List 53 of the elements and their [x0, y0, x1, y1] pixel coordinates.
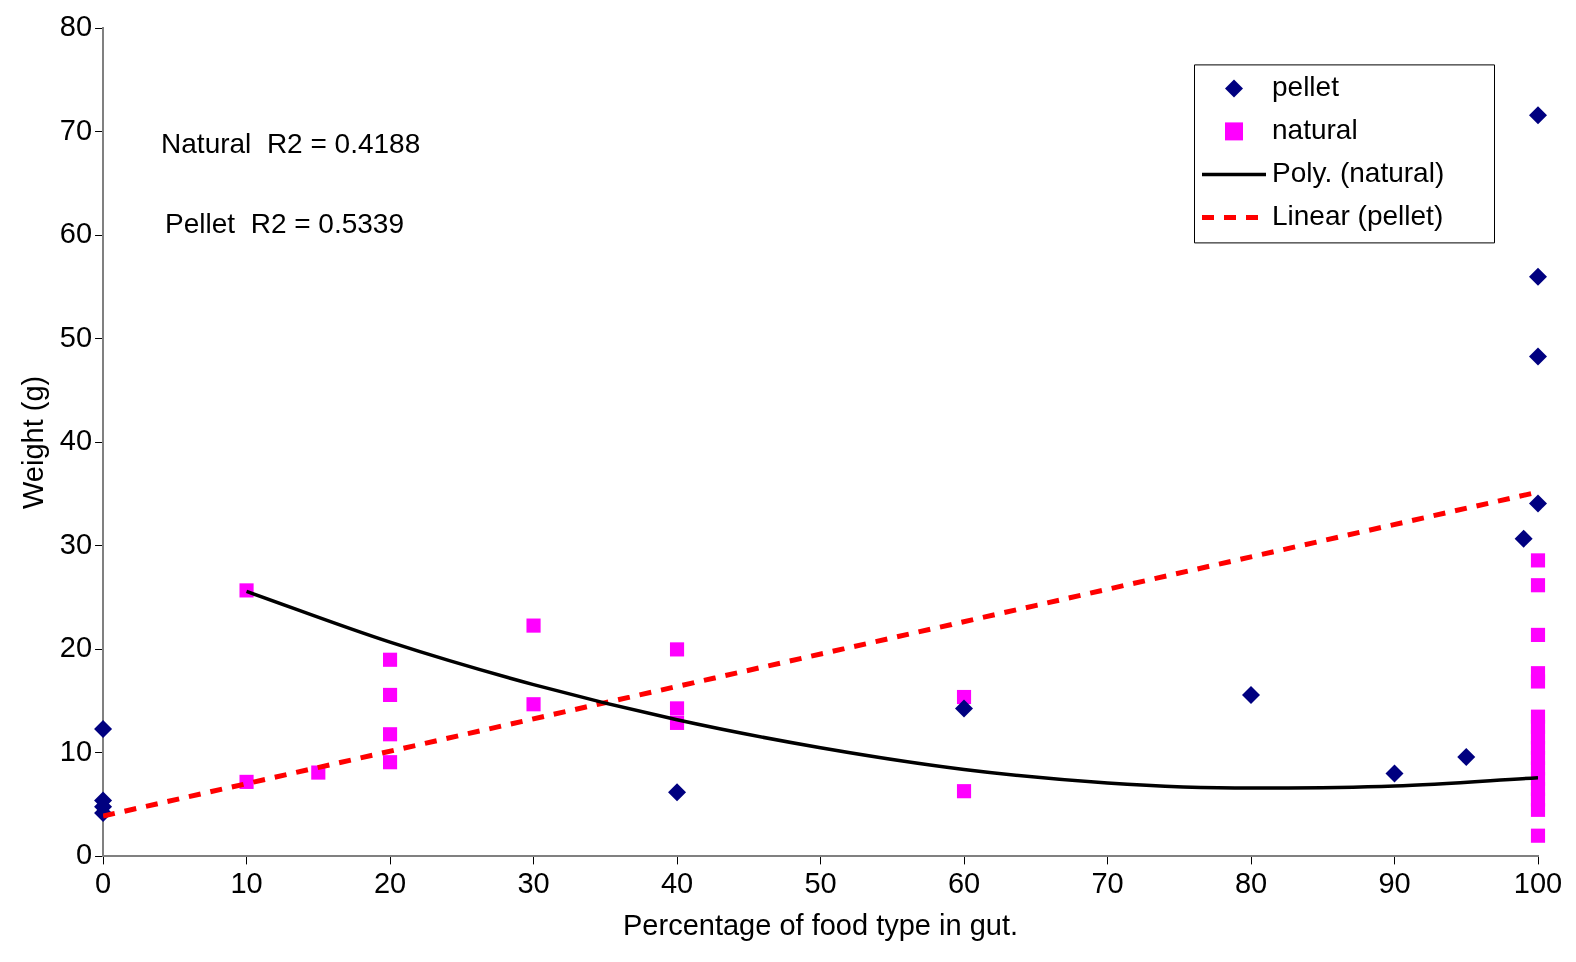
point — [1514, 529, 1533, 548]
point — [526, 618, 541, 633]
legend-label: pellet — [1272, 71, 1340, 103]
y-axis-title: Weight (g) — [17, 375, 50, 510]
legend-label: natural — [1272, 114, 1358, 146]
point — [382, 652, 398, 667]
point — [1530, 553, 1546, 568]
legend-label: Linear (pellet) — [1272, 200, 1444, 232]
point — [1529, 347, 1547, 366]
point — [669, 642, 685, 657]
x-axis-title: Percentage of food type in gut. — [623, 908, 1019, 941]
x-tick-label: 40 — [660, 866, 694, 899]
point — [94, 720, 113, 739]
x-tick-label: 70 — [1091, 866, 1124, 899]
point — [382, 687, 398, 703]
point — [668, 783, 687, 802]
point — [1242, 685, 1261, 704]
y-tick-label: 50 — [59, 320, 93, 353]
point — [1530, 802, 1546, 817]
x-tick-label: 20 — [373, 866, 407, 899]
x-tick-label: 80 — [1234, 866, 1268, 899]
x-tick-label: 60 — [947, 866, 981, 899]
x-tick-label: 100 — [1513, 866, 1563, 899]
point — [1530, 674, 1546, 689]
point — [956, 784, 972, 799]
y-tick-label: 60 — [59, 217, 93, 250]
point — [526, 697, 541, 712]
point — [1529, 267, 1547, 286]
legend-label: Poly. (natural) — [1272, 157, 1445, 189]
x-tick-label: 30 — [517, 866, 550, 899]
x-tick-label: 50 — [804, 866, 837, 899]
y-tick-label: 80 — [59, 10, 93, 43]
annotation: Pellet R2 = 0.5339 — [165, 208, 405, 240]
point — [1530, 578, 1546, 593]
point — [1457, 748, 1476, 767]
y-tick-label: 30 — [59, 527, 93, 560]
x-tick-label: 90 — [1378, 866, 1411, 899]
y-tick-label: 40 — [59, 424, 93, 457]
annotation: Natural R2 = 0.4188 — [161, 128, 421, 160]
x-tick-label: 10 — [230, 866, 263, 899]
point — [955, 699, 974, 718]
y-tick-label: 10 — [59, 734, 93, 767]
point — [1530, 828, 1546, 843]
point — [1530, 627, 1546, 642]
y-tick-label: 20 — [59, 631, 93, 664]
point — [1529, 494, 1547, 513]
y-tick-label: 70 — [59, 113, 93, 146]
point — [382, 727, 398, 742]
point — [1385, 764, 1404, 783]
y-tick-label: 0 — [75, 838, 93, 871]
point — [669, 701, 685, 716]
point — [382, 755, 398, 770]
point — [1529, 106, 1547, 125]
